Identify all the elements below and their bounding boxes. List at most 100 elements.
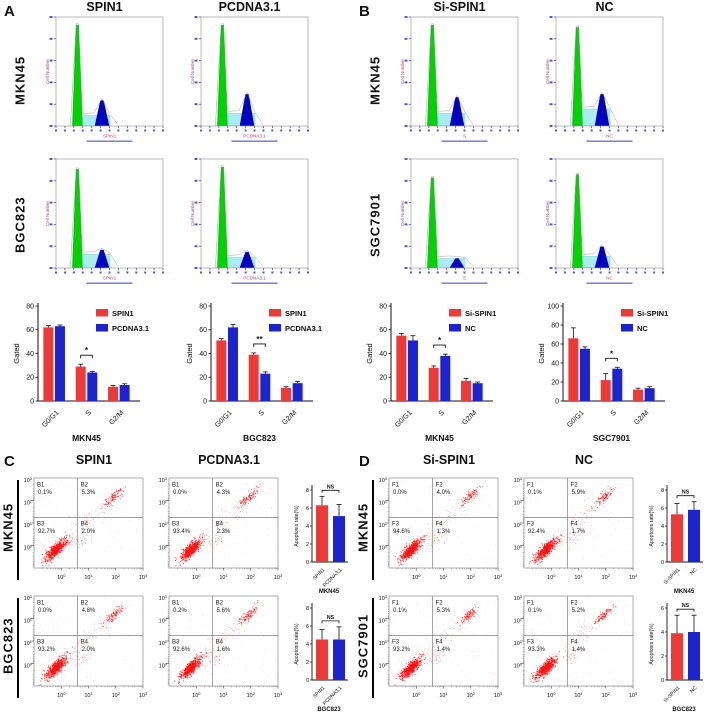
- panel-d-col-title-2: NC: [574, 453, 594, 467]
- svg-text:B2: B2: [81, 601, 89, 607]
- svg-text:0.1%: 0.1%: [38, 490, 52, 496]
- svg-text:Cell Number: Cell Number: [400, 58, 405, 84]
- svg-text:Cell Number: Cell Number: [400, 200, 405, 226]
- svg-text:PCDNA3.1: PCDNA3.1: [112, 324, 149, 333]
- svg-text:60: 60: [26, 327, 34, 334]
- svg-text:101: 101: [219, 573, 227, 581]
- svg-text:NS: NS: [327, 484, 335, 490]
- panel-b-col-title-1: Si-SPIN1: [433, 0, 486, 14]
- svg-text:101: 101: [84, 573, 92, 581]
- svg-text:20: 20: [199, 375, 207, 382]
- svg-text:G0/G1: G0/G1: [566, 409, 586, 429]
- panel-d-col-title-1: Si-SPIN1: [422, 453, 476, 467]
- svg-text:Cell Number: Cell Number: [545, 200, 550, 226]
- svg-text:BGC823: BGC823: [243, 433, 276, 443]
- flow-scatter-plot: B1 0.0% B2 4.3% B3 93.4% B4 2.3% 103 100 102 101 101…: [147, 476, 282, 588]
- svg-text:60: 60: [379, 327, 387, 334]
- svg-text:NC: NC: [465, 324, 476, 333]
- svg-text:B4: B4: [216, 640, 224, 646]
- svg-text:102: 102: [24, 498, 32, 506]
- panel-c: C SPIN1 PCDNA3.1 MKN45 BGC823 B1 0.1% B2 5.…: [0, 450, 355, 714]
- svg-text:0: 0: [30, 398, 34, 405]
- svg-text:92.6%: 92.6%: [173, 647, 191, 653]
- svg-text:NC: NC: [606, 134, 613, 139]
- panel-a-row-title-mkn45: MKN45: [12, 55, 28, 106]
- svg-text:BGC823: BGC823: [317, 707, 341, 713]
- svg-text:**: **: [256, 335, 263, 344]
- svg-text:Cell Number: Cell Number: [45, 200, 50, 226]
- svg-text:*: *: [438, 336, 442, 345]
- svg-text:103: 103: [24, 476, 33, 484]
- cycle-histogram: Cell Number PCDNA3.1: [187, 14, 312, 146]
- flow-scatter-plot: F1 0.0% F2 4.0% F3 94.6% F4 1.3% 103 100 102 101 101…: [367, 476, 502, 588]
- svg-text:102: 102: [247, 691, 255, 699]
- svg-text:B2: B2: [81, 483, 89, 489]
- row-axis-line: [17, 480, 19, 580]
- svg-text:SGC7901: SGC7901: [593, 433, 631, 443]
- svg-text:102: 102: [112, 573, 120, 581]
- svg-text:100: 100: [57, 691, 66, 699]
- svg-text:Cell Number: Cell Number: [45, 58, 50, 84]
- svg-text:NC: NC: [637, 324, 648, 333]
- svg-text:8: 8: [306, 488, 309, 494]
- svg-text:60: 60: [551, 341, 559, 348]
- svg-text:B4: B4: [81, 640, 89, 646]
- svg-text:102: 102: [159, 498, 167, 506]
- svg-text:103: 103: [274, 691, 282, 699]
- svg-text:Cell Number: Cell Number: [190, 200, 195, 226]
- svg-text:B2: B2: [216, 601, 224, 607]
- svg-text:80: 80: [379, 303, 387, 310]
- panel-a: A SPIN1 PCDNA3.1 MKN45 BGC823 Cell Numbe…: [0, 0, 355, 450]
- svg-text:MKN45: MKN45: [425, 433, 454, 443]
- apoptosis-bar-chart: 0 2 4 6 8 Apoptosis rate(%) SPIN1 PCDNA3.1 NS MKN…: [292, 474, 354, 596]
- svg-text:0.0%: 0.0%: [173, 490, 187, 496]
- svg-text:100: 100: [57, 573, 66, 581]
- apoptosis-bar-chart: 0 2 4 6 Apoptosis rate(%) Si-SPIN1 NC NS BGC823: [647, 592, 709, 714]
- panel-b-row-title-mkn45: MKN45: [367, 55, 383, 106]
- svg-text:40: 40: [26, 351, 34, 358]
- svg-text:0.0%: 0.0%: [38, 608, 52, 614]
- svg-text:20: 20: [551, 379, 559, 386]
- flow-scatter-plot: F1 0.1% F2 5.3% F3 93.2% F4 1.4% 103 100 102 101 101…: [367, 594, 502, 706]
- svg-text:Si-SPIN1: Si-SPIN1: [637, 309, 668, 318]
- svg-text:MKN45: MKN45: [72, 433, 101, 443]
- svg-text:B1: B1: [172, 483, 180, 489]
- svg-text:100: 100: [159, 543, 168, 551]
- svg-text:4.3%: 4.3%: [217, 490, 231, 496]
- svg-text:Gated: Gated: [537, 343, 546, 363]
- svg-text:103: 103: [159, 476, 168, 484]
- cycle-histogram: Cell Number S: [397, 156, 522, 288]
- svg-text:Gated: Gated: [12, 343, 21, 363]
- svg-text:MKN45: MKN45: [319, 589, 340, 595]
- svg-text:S: S: [610, 409, 618, 417]
- svg-text:40: 40: [199, 351, 207, 358]
- flow-scatter-plot: B1 0.1% B2 5.3% B3 92.7% B4 2.0% 103 100 102 101 101…: [12, 476, 147, 588]
- svg-text:80: 80: [199, 303, 207, 310]
- svg-text:92.7%: 92.7%: [38, 529, 56, 535]
- svg-text:S: S: [463, 134, 466, 139]
- panel-b-row-title-sgc7901: SGC7901: [367, 192, 383, 257]
- svg-text:G2/M: G2/M: [633, 409, 650, 426]
- svg-text:0: 0: [306, 678, 309, 684]
- panel-c-col-title-2: PCDNA3.1: [198, 453, 260, 467]
- cycle-histogram: Cell Number S: [397, 14, 522, 146]
- svg-text:SPIN1: SPIN1: [285, 309, 307, 318]
- svg-text:1.6%: 1.6%: [217, 647, 231, 653]
- cycle-histogram: Cell Number SPIN1: [42, 14, 167, 146]
- cell-cycle-bar-chart: 0 20 40 60 80 100 Gated G0/G1 S G2/M * Si-SPIN1 NC SG…: [535, 296, 697, 444]
- panel-d-label: D: [359, 453, 370, 470]
- svg-text:40: 40: [551, 360, 559, 367]
- panel-a-col-title-2: PCDNA3.1: [218, 0, 281, 14]
- svg-text:2: 2: [306, 542, 309, 548]
- svg-text:SPIN1: SPIN1: [312, 567, 327, 582]
- svg-text:2: 2: [306, 660, 309, 666]
- svg-text:100: 100: [24, 661, 33, 669]
- svg-text:8: 8: [306, 606, 309, 612]
- flow-scatter-plot: B1 0.2% B2 5.6% B3 92.6% B4 1.6% 103 100 102 101 101…: [147, 594, 282, 706]
- svg-text:100: 100: [547, 303, 559, 310]
- svg-text:Gated: Gated: [185, 343, 194, 363]
- svg-text:Si-SPIN1: Si-SPIN1: [465, 309, 496, 318]
- svg-text:G0/G1: G0/G1: [41, 409, 61, 429]
- panel-c-label: C: [4, 453, 15, 470]
